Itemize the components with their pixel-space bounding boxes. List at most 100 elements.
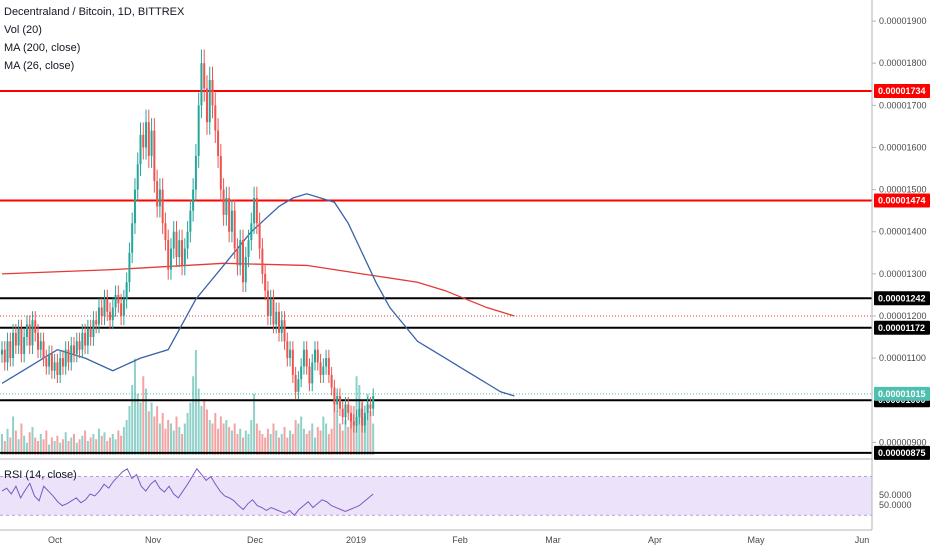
grid-lines: [0, 458, 872, 531]
candle-body: [81, 332, 84, 350]
time-tick-label: Feb: [452, 535, 468, 545]
price-tick-label: 0.00001700: [879, 100, 927, 110]
volume-bar: [172, 430, 175, 455]
candle-body: [6, 341, 9, 363]
candle-body: [17, 328, 20, 346]
volume-bar: [366, 393, 369, 455]
candle-body: [358, 408, 361, 418]
volume-bar: [106, 441, 109, 455]
candle-body: [125, 282, 128, 300]
time-tick-label: May: [747, 535, 765, 545]
volume-bar: [258, 430, 261, 455]
price-level-label: 0.00001474: [878, 196, 926, 206]
candle-body: [189, 210, 192, 232]
candle-body: [25, 324, 28, 338]
candle-body: [131, 223, 134, 253]
candle-body: [197, 105, 200, 156]
volume-bar: [350, 416, 353, 455]
volume-bar: [56, 435, 59, 455]
volume-bar: [194, 350, 197, 455]
candle-body: [239, 240, 242, 266]
candle-body: [147, 122, 150, 156]
candle-body: [175, 231, 178, 257]
price-tick-label: 0.00001100: [879, 353, 926, 363]
candle-body: [194, 155, 197, 190]
volume-bar: [225, 420, 228, 455]
candle-body: [106, 299, 109, 312]
candle-body: [73, 345, 76, 354]
volume-bar: [17, 439, 20, 455]
candle-body: [344, 404, 347, 418]
candle-body: [286, 341, 289, 359]
candle-body: [316, 349, 319, 363]
candle-body: [217, 130, 220, 156]
candle-body: [139, 134, 142, 165]
volume-bar: [128, 406, 131, 455]
candle-body: [31, 320, 34, 346]
price-level-tag: [874, 291, 930, 306]
time-tick-label: Dec: [247, 535, 264, 545]
volume-bar: [117, 430, 120, 455]
rsi-tick-label: 50.0000: [879, 490, 912, 500]
candle-body: [297, 379, 300, 392]
candle-body: [325, 358, 328, 367]
candle-body: [258, 223, 261, 249]
price-tick-label: 0.00001200: [879, 311, 927, 321]
volume-bar: [192, 376, 195, 455]
candle-body: [319, 362, 322, 375]
candle-body: [230, 210, 233, 232]
ma200-line: [1, 262, 515, 317]
volume-bar: [338, 423, 341, 455]
candle-body: [278, 311, 280, 333]
volume-bar: [278, 437, 280, 455]
candle-body: [372, 396, 375, 409]
study-vol: Vol (20): [4, 24, 42, 36]
volume-bar: [244, 430, 247, 455]
candle-body: [330, 374, 333, 388]
candle-body: [23, 337, 26, 354]
candle-body: [45, 358, 48, 367]
time-tick-label: 2019: [346, 535, 366, 545]
volume-bar: [61, 439, 64, 455]
candle-body: [275, 311, 278, 325]
candle-body: [283, 320, 286, 342]
candle-body: [48, 353, 51, 367]
price-level-tag: [874, 84, 930, 98]
volume-bar: [255, 423, 258, 455]
candle-body: [67, 349, 70, 363]
volume-bar: [319, 430, 322, 455]
volume-bar: [327, 434, 330, 455]
volume-bar: [95, 439, 98, 455]
volume-bar: [189, 402, 192, 455]
volume-bar: [23, 435, 26, 455]
volume-bar: [291, 434, 294, 455]
price-level-tag: [874, 193, 930, 208]
price-axis[interactable]: 0.00001900 0.00001800 0.00001700 0.00001600…: [871, 0, 927, 530]
volume-bar: [197, 388, 200, 455]
price-level-label: 0.00000875: [878, 448, 926, 458]
time-axis[interactable]: Oct Nov Dec 2019 Feb Mar Apr May Jun: [48, 535, 869, 545]
volume-bar: [48, 444, 51, 455]
candle-body: [311, 362, 314, 384]
candle-body: [97, 307, 100, 325]
price-tags: 0.00001734 0.00001474 0.00001242 0.00001172…: [874, 84, 930, 460]
candle-body: [111, 307, 114, 321]
volume-bar: [136, 393, 139, 455]
volume-bar: [236, 434, 239, 455]
volume-bar: [70, 437, 73, 455]
volume-bar: [233, 423, 236, 455]
volume-bar: [142, 376, 145, 455]
study-ma26: MA (26, close): [4, 60, 75, 72]
volume-bar: [205, 409, 208, 455]
volume-bar: [89, 437, 92, 455]
price-tick-label: 0.00001400: [879, 227, 927, 237]
candle-body: [261, 248, 264, 274]
candle-body: [128, 252, 131, 283]
candle-body: [53, 362, 56, 371]
candle-body: [336, 396, 339, 405]
time-tick-label: Oct: [48, 535, 63, 545]
last-price-tag: [874, 386, 930, 401]
volume-bar: [183, 423, 186, 455]
volume-bar: [289, 430, 292, 455]
